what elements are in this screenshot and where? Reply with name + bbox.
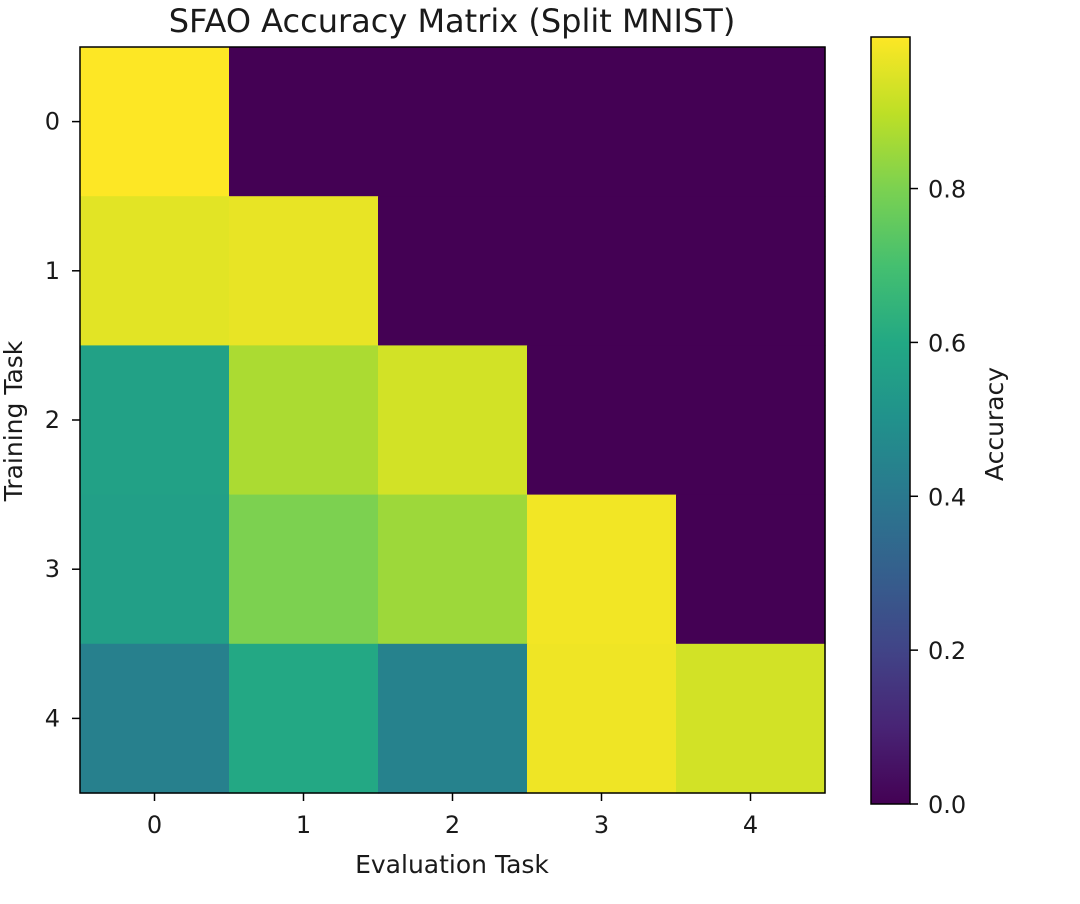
heatmap-cell-r3-c2 [378,494,528,645]
x-axis-label: Evaluation Task [355,850,549,879]
y-tick-label: 1 [45,257,60,285]
x-tick-label: 4 [743,811,758,839]
x-tick-label: 0 [147,811,162,839]
heatmap-cell-r4-c4 [676,643,826,794]
chart-title: SFAO Accuracy Matrix (Split MNIST) [169,2,736,40]
colorbar [871,37,910,804]
y-tick-label: 0 [45,108,60,136]
heatmap-cell-r2-c4 [676,345,826,496]
heatmap-cell-r0-c4 [676,47,826,197]
y-axis-ticks: 0 1 2 3 4 [45,108,80,732]
y-tick-label: 3 [45,555,60,583]
colorbar-frame [870,36,911,805]
heatmap-cell-r2-c2 [378,345,528,496]
y-tick-label: 2 [45,406,60,434]
y-tick-label: 4 [45,704,60,732]
heatmap-cell-r0-c0 [80,47,230,197]
colorbar-tick-label: 0.8 [928,176,966,204]
heatmap-cells [80,47,826,794]
x-tick-label: 3 [594,811,609,839]
heatmap-cell-r3-c3 [527,494,677,645]
colorbar-tick-label: 0.6 [928,329,966,357]
heatmap-cell-r1-c1 [229,196,379,346]
heatmap-cell-r3-c1 [229,494,379,645]
heatmap-cell-r2-c3 [527,345,677,496]
x-tick-label: 2 [445,811,460,839]
heatmap-cell-r1-c0 [80,196,230,346]
heatmap-cell-r4-c2 [378,643,528,794]
heatmap-cell-r1-c2 [378,196,528,346]
heatmap-cell-r3-c0 [80,494,230,645]
heatmap-cell-r3-c4 [676,494,826,645]
colorbar-label: Accuracy [980,367,1009,481]
heatmap-cell-r0-c3 [527,47,677,197]
colorbar-tick-label: 0.4 [928,483,966,511]
colorbar-ticks: 0.0 0.2 0.4 0.6 0.8 [910,176,966,819]
colorbar-tick-label: 0.2 [928,637,966,665]
x-axis-ticks: 0 1 2 3 4 [147,793,758,839]
heatmap-cell-r1-c3 [527,196,677,346]
x-tick-label: 1 [296,811,311,839]
heatmap-cell-r4-c1 [229,643,379,794]
heatmap-cell-r2-c0 [80,345,230,496]
heatmap-cell-r0-c2 [378,47,528,197]
heatmap-cell-r0-c1 [229,47,379,197]
colorbar-tick-label: 0.0 [928,791,966,819]
heatmap-cell-r4-c3 [527,643,677,794]
heatmap-cell-r2-c1 [229,345,379,496]
y-axis-label: Training Task [0,340,28,502]
heatmap-cell-r1-c4 [676,196,826,346]
heatmap-cell-r4-c0 [80,643,230,794]
